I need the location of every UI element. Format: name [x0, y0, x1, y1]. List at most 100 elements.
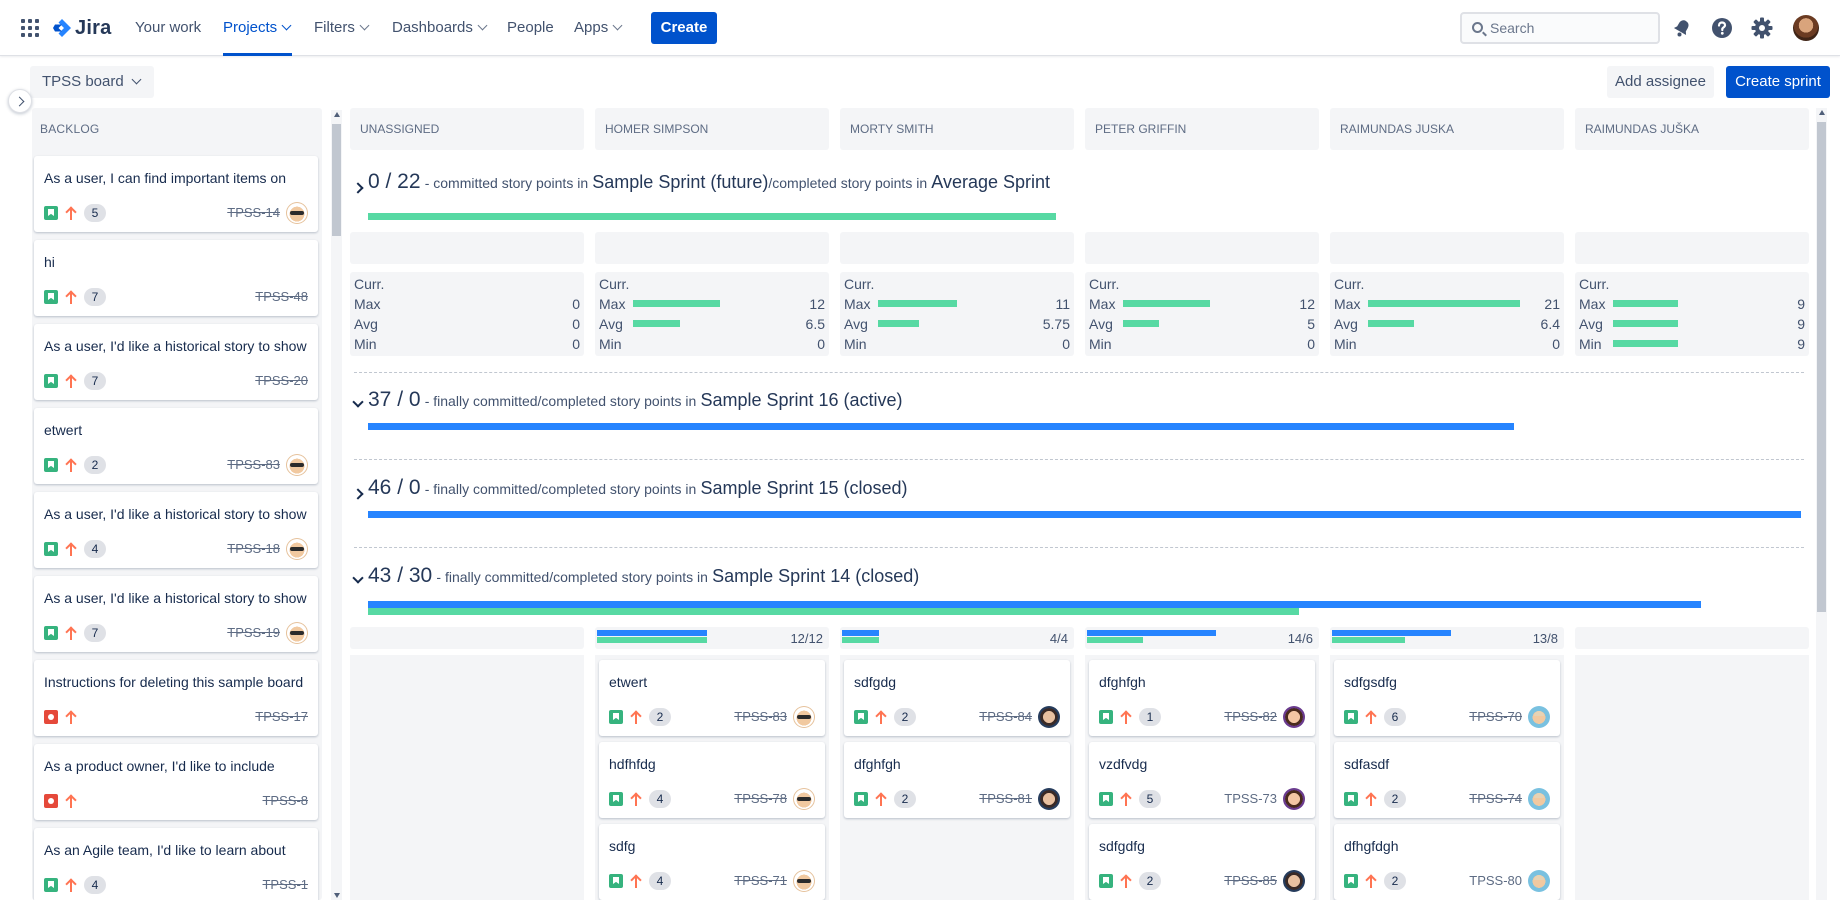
user-avatar[interactable] — [1793, 15, 1819, 41]
issue-card[interactable]: sdfgdg 2 TPSS-84 — [844, 660, 1070, 736]
issue-key[interactable]: TPSS-1 — [262, 877, 308, 892]
issue-card[interactable]: etwert 2 TPSS-83 — [34, 408, 318, 484]
priority-high-icon — [631, 873, 641, 889]
issue-card[interactable]: sdfgdfg 2 TPSS-85 — [1089, 824, 1315, 900]
notifications-icon[interactable] — [1670, 16, 1694, 40]
bug-type-icon — [44, 794, 58, 808]
assignee-avatar[interactable] — [1283, 706, 1305, 728]
sprint-name[interactable]: Sample Sprint 14 (closed) — [712, 566, 920, 586]
expand-chevron-icon[interactable] — [352, 488, 364, 500]
issue-key[interactable]: TPSS-85 — [1224, 873, 1277, 888]
scroll-up-arrow-icon[interactable] — [334, 112, 340, 117]
sprint-name[interactable]: Sample Sprint (future) — [592, 172, 769, 192]
story-points-badge: 7 — [84, 372, 106, 390]
assignee-avatar[interactable] — [286, 538, 308, 560]
issue-card[interactable]: As a product owner, I'd like to include T… — [34, 744, 318, 820]
nav-label: Dashboards — [392, 19, 473, 36]
issue-key[interactable]: TPSS-73 — [1224, 791, 1277, 806]
issue-key[interactable]: TPSS-78 — [734, 791, 787, 806]
issue-card[interactable]: Instructions for deleting this sample bo… — [34, 660, 318, 736]
sprint-name[interactable]: Sample Sprint 16 (active) — [700, 390, 903, 410]
issue-key[interactable]: TPSS-71 — [734, 873, 787, 888]
issue-card[interactable]: As an Agile team, I'd like to learn abou… — [34, 828, 318, 900]
sprint-name[interactable]: Sample Sprint 15 (closed) — [700, 478, 908, 498]
issue-key[interactable]: TPSS-18 — [227, 541, 280, 556]
issue-card[interactable]: sdfgsdfg 6 TPSS-70 — [1334, 660, 1560, 736]
assignee-avatar[interactable] — [793, 870, 815, 892]
issue-key[interactable]: TPSS-14 — [227, 205, 280, 220]
jira-logo[interactable]: Jira — [52, 17, 111, 39]
collapse-chevron-icon[interactable] — [352, 396, 364, 408]
stat-row: Max 11 — [844, 294, 1070, 314]
nav-people[interactable]: People — [507, 0, 554, 56]
board-selector[interactable]: TPSS board — [30, 66, 154, 98]
assignee-avatar[interactable] — [1528, 870, 1550, 892]
settings-gear-icon[interactable] — [1750, 16, 1774, 40]
issue-card[interactable]: As a user, I can find important items on… — [34, 156, 318, 232]
assignee-avatar[interactable] — [1038, 788, 1060, 810]
assignee-avatar[interactable] — [793, 706, 815, 728]
issue-card[interactable]: As a user, I'd like a historical story t… — [34, 324, 318, 400]
issue-card[interactable]: sdfasdf 2 TPSS-74 — [1334, 742, 1560, 818]
assignee-avatar[interactable] — [286, 202, 308, 224]
create-sprint-button[interactable]: Create sprint — [1726, 66, 1830, 98]
issue-key[interactable]: TPSS-74 — [1469, 791, 1522, 806]
nav-dashboards[interactable]: Dashboards — [392, 0, 488, 56]
issue-card[interactable]: vzdfvdg 5 TPSS-73 — [1089, 742, 1315, 818]
assignee-avatar[interactable] — [286, 454, 308, 476]
board-scrollbar[interactable] — [1816, 108, 1827, 900]
issue-key[interactable]: TPSS-83 — [227, 457, 280, 472]
search-box[interactable] — [1460, 12, 1660, 44]
nav-your-work[interactable]: Your work — [135, 0, 201, 56]
sprint-points-ratio: 46 / 0 — [368, 476, 421, 499]
create-button[interactable]: Create — [651, 12, 717, 44]
issue-key[interactable]: TPSS-17 — [255, 709, 308, 724]
issue-card[interactable]: As a user, I'd like a historical story t… — [34, 576, 318, 652]
sidebar-expand-toggle[interactable] — [8, 89, 32, 113]
story-points-badge: 6 — [1384, 708, 1406, 726]
issue-key[interactable]: TPSS-20 — [255, 373, 308, 388]
sprint-description: /completed story points in — [768, 175, 928, 191]
search-input[interactable] — [1490, 17, 1650, 39]
assignee-avatar[interactable] — [1283, 788, 1305, 810]
scroll-down-arrow-icon[interactable] — [334, 893, 340, 898]
assignee-avatar[interactable] — [1283, 870, 1305, 892]
assignee-avatar[interactable] — [286, 622, 308, 644]
issue-key[interactable]: TPSS-83 — [734, 709, 787, 724]
issue-card[interactable]: etwert 2 TPSS-83 — [599, 660, 825, 736]
scroll-up-arrow-icon[interactable] — [1819, 110, 1825, 115]
issue-card[interactable]: As a user, I'd like a historical story t… — [34, 492, 318, 568]
issue-key[interactable]: TPSS-8 — [262, 793, 308, 808]
nav-projects[interactable]: Projects — [223, 0, 293, 56]
issue-card[interactable]: dfghfgh 2 TPSS-81 — [844, 742, 1070, 818]
assignee-avatar[interactable] — [1038, 706, 1060, 728]
help-icon[interactable] — [1710, 16, 1734, 40]
issue-key[interactable]: TPSS-82 — [1224, 709, 1277, 724]
assignee-avatar[interactable] — [793, 788, 815, 810]
issue-key[interactable]: TPSS-84 — [979, 709, 1032, 724]
sprint-name[interactable]: Average Sprint — [931, 172, 1051, 192]
scrollbar-thumb[interactable] — [332, 124, 341, 236]
assignee-avatar[interactable] — [1528, 788, 1550, 810]
scrollbar-thumb[interactable] — [1817, 122, 1826, 612]
bug-type-icon — [44, 710, 58, 724]
issue-key[interactable]: TPSS-81 — [979, 791, 1032, 806]
nav-filters[interactable]: Filters — [314, 0, 370, 56]
issue-card[interactable]: sdfg 4 TPSS-71 — [599, 824, 825, 900]
issue-key[interactable]: TPSS-80 — [1469, 873, 1522, 888]
app-switcher-icon[interactable] — [21, 19, 39, 37]
issue-key[interactable]: TPSS-70 — [1469, 709, 1522, 724]
issue-card[interactable]: hi 7 TPSS-48 — [34, 240, 318, 316]
assignee-avatar[interactable] — [1528, 706, 1550, 728]
capacity-stats: Curr. Max 12 Avg 6.5 Min 0 — [595, 272, 829, 356]
issue-key[interactable]: TPSS-19 — [227, 625, 280, 640]
issue-card[interactable]: dfhgfdgh 2 TPSS-80 — [1334, 824, 1560, 900]
backlog-scrollbar[interactable] — [331, 110, 342, 900]
add-assignee-button[interactable]: Add assignee — [1607, 66, 1714, 98]
expand-chevron-icon[interactable] — [352, 182, 364, 194]
collapse-chevron-icon[interactable] — [352, 572, 364, 584]
nav-apps[interactable]: Apps — [574, 0, 623, 56]
issue-key[interactable]: TPSS-48 — [255, 289, 308, 304]
issue-card[interactable]: hdfhfdg 4 TPSS-78 — [599, 742, 825, 818]
issue-card[interactable]: dfghfgh 1 TPSS-82 — [1089, 660, 1315, 736]
